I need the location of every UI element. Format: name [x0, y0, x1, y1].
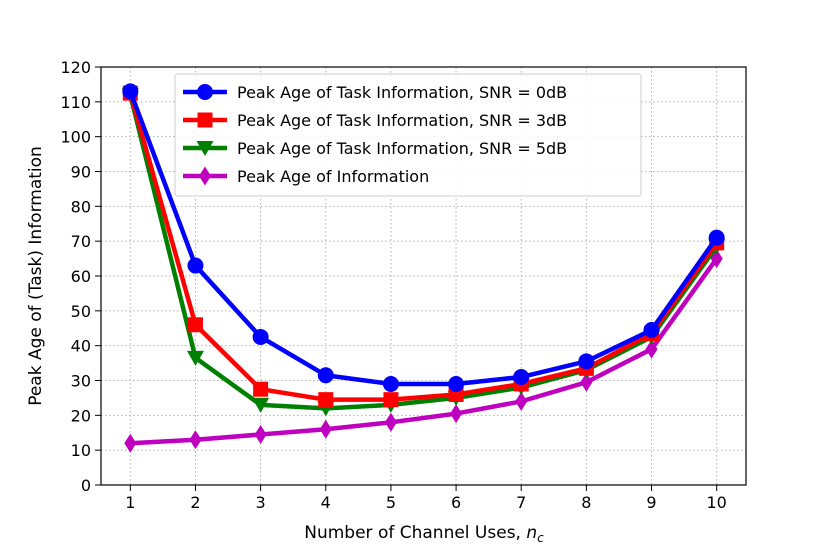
y-axis-label: Peak Age of (Task) Information — [26, 146, 46, 406]
data-point — [382, 375, 399, 392]
y-tick-label: 80 — [71, 197, 91, 216]
data-point — [450, 404, 463, 424]
x-tick-label: 8 — [581, 493, 591, 512]
y-tick-label: 90 — [71, 163, 91, 182]
y-tick-label: 0 — [81, 476, 91, 495]
legend-item: Peak Age of Task Information, SNR = 5dB — [183, 139, 567, 158]
y-tick-label: 70 — [71, 232, 91, 251]
x-tick-label: 9 — [646, 493, 656, 512]
series-2 — [122, 85, 725, 408]
y-tick-label: 40 — [71, 337, 91, 356]
data-point — [317, 367, 334, 384]
data-point — [645, 339, 658, 359]
legend-label: Peak Age of Task Information, SNR = 0dB — [237, 83, 567, 102]
data-point — [710, 249, 723, 269]
data-point — [252, 328, 269, 345]
legend-label: Peak Age of Task Information, SNR = 3dB — [237, 111, 567, 130]
legend-marker — [199, 166, 211, 186]
y-tick-label: 100 — [60, 128, 91, 147]
data-point — [448, 375, 465, 392]
data-point — [124, 433, 137, 453]
x-tick-label: 2 — [190, 493, 200, 512]
series-4 — [124, 249, 723, 453]
x-tick-label: 3 — [256, 493, 266, 512]
legend-item: Peak Age of Information — [183, 166, 429, 186]
y-tick-label: 30 — [71, 372, 91, 391]
legend-label: Peak Age of Information — [237, 167, 429, 186]
data-point — [515, 391, 528, 411]
series-group — [121, 83, 726, 453]
y-tick-label: 120 — [60, 58, 91, 77]
x-tick-label: 7 — [516, 493, 526, 512]
data-point — [122, 83, 139, 100]
data-point — [318, 392, 334, 408]
data-point — [643, 321, 660, 338]
legend-item: Peak Age of Task Information, SNR = 0dB — [183, 83, 567, 102]
legend: Peak Age of Task Information, SNR = 0dB P… — [174, 73, 642, 197]
data-point — [513, 369, 530, 386]
legend-label: Peak Age of Task Information, SNR = 5dB — [237, 139, 567, 158]
x-tick-label: 6 — [451, 493, 461, 512]
data-point — [580, 372, 593, 392]
x-tick-label: 5 — [386, 493, 396, 512]
legend-box — [174, 73, 642, 197]
x-tick-label: 4 — [321, 493, 331, 512]
series-line — [128, 92, 719, 402]
data-point — [189, 430, 202, 450]
legend-item: Peak Age of Task Information, SNR = 3dB — [183, 111, 567, 130]
data-point — [253, 381, 269, 397]
data-point — [384, 412, 397, 432]
y-tick-label: 110 — [60, 93, 91, 112]
legend-marker — [197, 112, 213, 128]
data-point — [578, 353, 595, 370]
data-point — [187, 317, 203, 333]
x-tick-label: 10 — [707, 493, 727, 512]
data-point — [187, 257, 204, 274]
y-tick-label: 50 — [71, 302, 91, 321]
x-axis-label: Number of Channel Uses, nc — [304, 523, 544, 545]
data-point — [383, 392, 399, 408]
data-point — [252, 397, 270, 413]
series-line — [128, 94, 719, 411]
series-line — [130, 257, 719, 446]
y-tick-label: 10 — [71, 441, 91, 460]
data-point — [319, 419, 332, 439]
legend-marker — [197, 84, 213, 100]
legend-marker — [196, 141, 214, 156]
y-tick-label: 20 — [71, 406, 91, 425]
data-point — [186, 350, 204, 366]
data-point — [254, 424, 267, 444]
data-point — [708, 229, 725, 246]
x-tick-label: 1 — [125, 493, 135, 512]
series-1 — [122, 83, 725, 392]
series-line — [128, 90, 719, 387]
y-tick-label: 60 — [71, 267, 91, 286]
